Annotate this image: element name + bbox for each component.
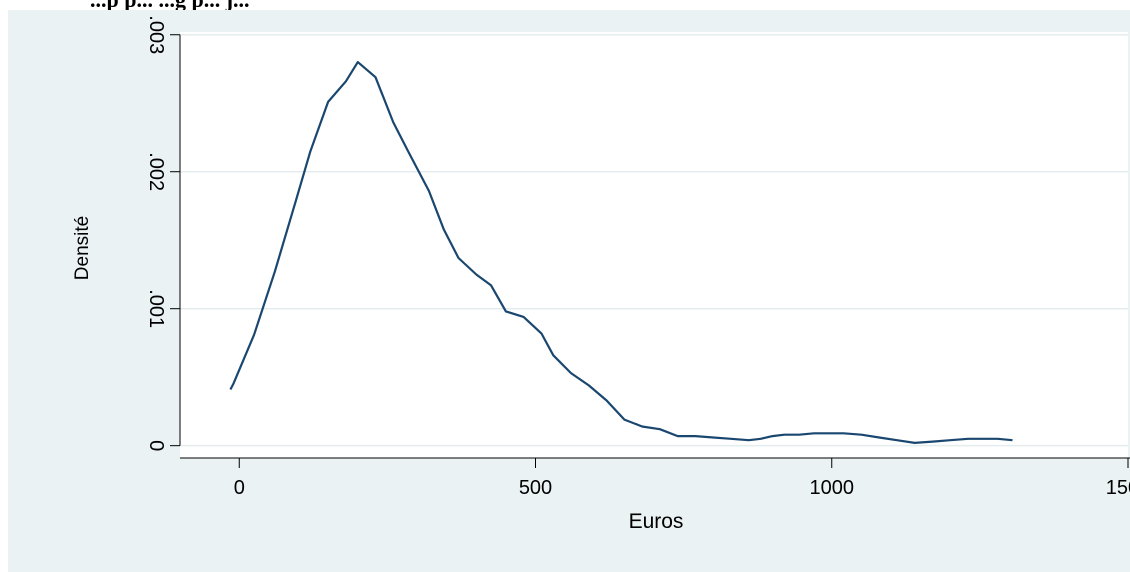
y-tick-label: .001: [145, 289, 167, 328]
density-line: [229, 60, 1013, 444]
y-axis: 0 .001 .002 .003: [145, 15, 181, 451]
y-axis-label: Densité: [72, 216, 93, 280]
x-axis: 0 500 1000 1500: [180, 457, 1130, 499]
density-chart: 0 .001 .002 .003 0 500 1000 1500 Euros Densité: [72, 15, 1130, 533]
plot-area: [180, 32, 1128, 458]
y-tick-label: 0: [145, 440, 167, 451]
grid-lines: [180, 33, 1128, 447]
x-tick-label: 1500: [1106, 477, 1130, 499]
chart-panel: 0 .001 .002 .003 0 500 1000 1500 Euros Densité: [8, 10, 1130, 572]
x-tick-label: 0: [234, 477, 245, 499]
y-tick-label: .002: [145, 152, 167, 191]
series-layer: [229, 60, 1013, 444]
x-tick-label: 1000: [810, 477, 855, 499]
y-tick-label: .003: [145, 15, 167, 54]
figure-caption: ...p p... ...g p... j...: [90, 0, 250, 13]
x-tick-label: 500: [519, 477, 552, 499]
x-axis-label: Euros: [629, 510, 684, 533]
